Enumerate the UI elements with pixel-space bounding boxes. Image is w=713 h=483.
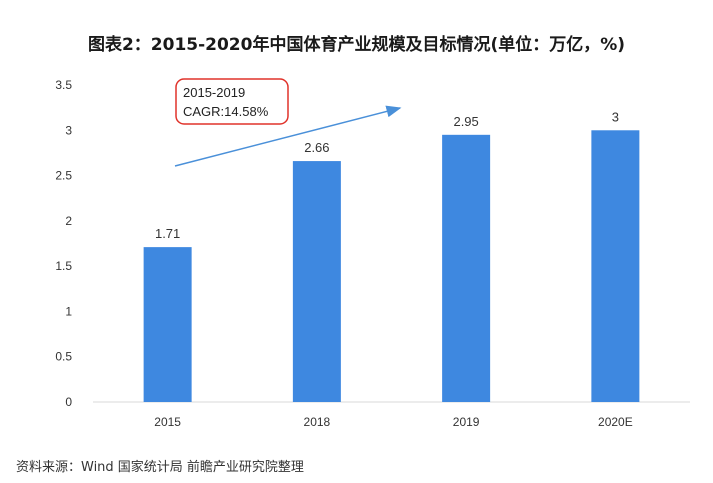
y-tick-label: 1.5 <box>55 259 72 273</box>
source-note: 资料来源：Wind 国家统计局 前瞻产业研究院整理 <box>16 460 304 475</box>
bar-2020E <box>591 130 640 403</box>
x-tick-label: 2019 <box>453 415 480 429</box>
cagr-period-label: 2015-2019 <box>183 85 245 100</box>
data-labels: 1.71 2.66 2.95 3 <box>155 109 619 241</box>
bar-2018 <box>292 161 341 402</box>
y-tick-label: 3.5 <box>55 78 72 92</box>
data-label: 3 <box>612 109 619 124</box>
y-axis-ticks: 0 0.5 1 1.5 2 2.5 3 3.5 <box>55 78 72 409</box>
data-label: 2.66 <box>304 140 329 155</box>
y-tick-label: 3 <box>65 123 72 137</box>
y-tick-label: 0.5 <box>55 350 72 364</box>
bar-series <box>143 130 640 403</box>
cagr-arrow <box>174 105 402 167</box>
y-tick-label: 0 <box>65 395 72 409</box>
x-tick-label: 2015 <box>154 415 181 429</box>
x-tick-label: 2020E <box>598 415 633 429</box>
cagr-annotation: 2015-2019 CAGR:14.58% <box>175 78 289 125</box>
data-label: 2.95 <box>453 114 478 129</box>
cagr-value-label: CAGR:14.58% <box>183 104 269 119</box>
data-label: 1.71 <box>155 226 180 241</box>
y-tick-label: 1 <box>65 304 72 318</box>
x-tick-label: 2018 <box>304 415 331 429</box>
bar-2019 <box>442 134 491 403</box>
y-tick-label: 2.5 <box>55 169 72 183</box>
bar-2015 <box>143 247 192 402</box>
y-tick-label: 2 <box>65 214 72 228</box>
cagr-annotation-box <box>175 78 289 125</box>
chart-title: 图表2：2015-2020年中国体育产业规模及目标情况(单位：万亿，%) <box>87 35 626 55</box>
x-axis-ticks: 2015 2018 2019 2020E <box>154 415 632 429</box>
